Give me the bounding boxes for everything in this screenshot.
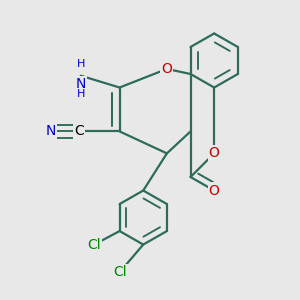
Text: Cl: Cl <box>113 265 126 279</box>
Text: O: O <box>209 184 220 197</box>
Text: O: O <box>209 146 220 161</box>
Text: C: C <box>74 124 84 138</box>
Text: N: N <box>45 124 56 138</box>
Text: N: N <box>76 77 86 92</box>
Text: Cl: Cl <box>88 238 101 252</box>
Text: H: H <box>76 88 85 98</box>
Text: H: H <box>76 59 85 69</box>
Text: O: O <box>161 62 172 76</box>
